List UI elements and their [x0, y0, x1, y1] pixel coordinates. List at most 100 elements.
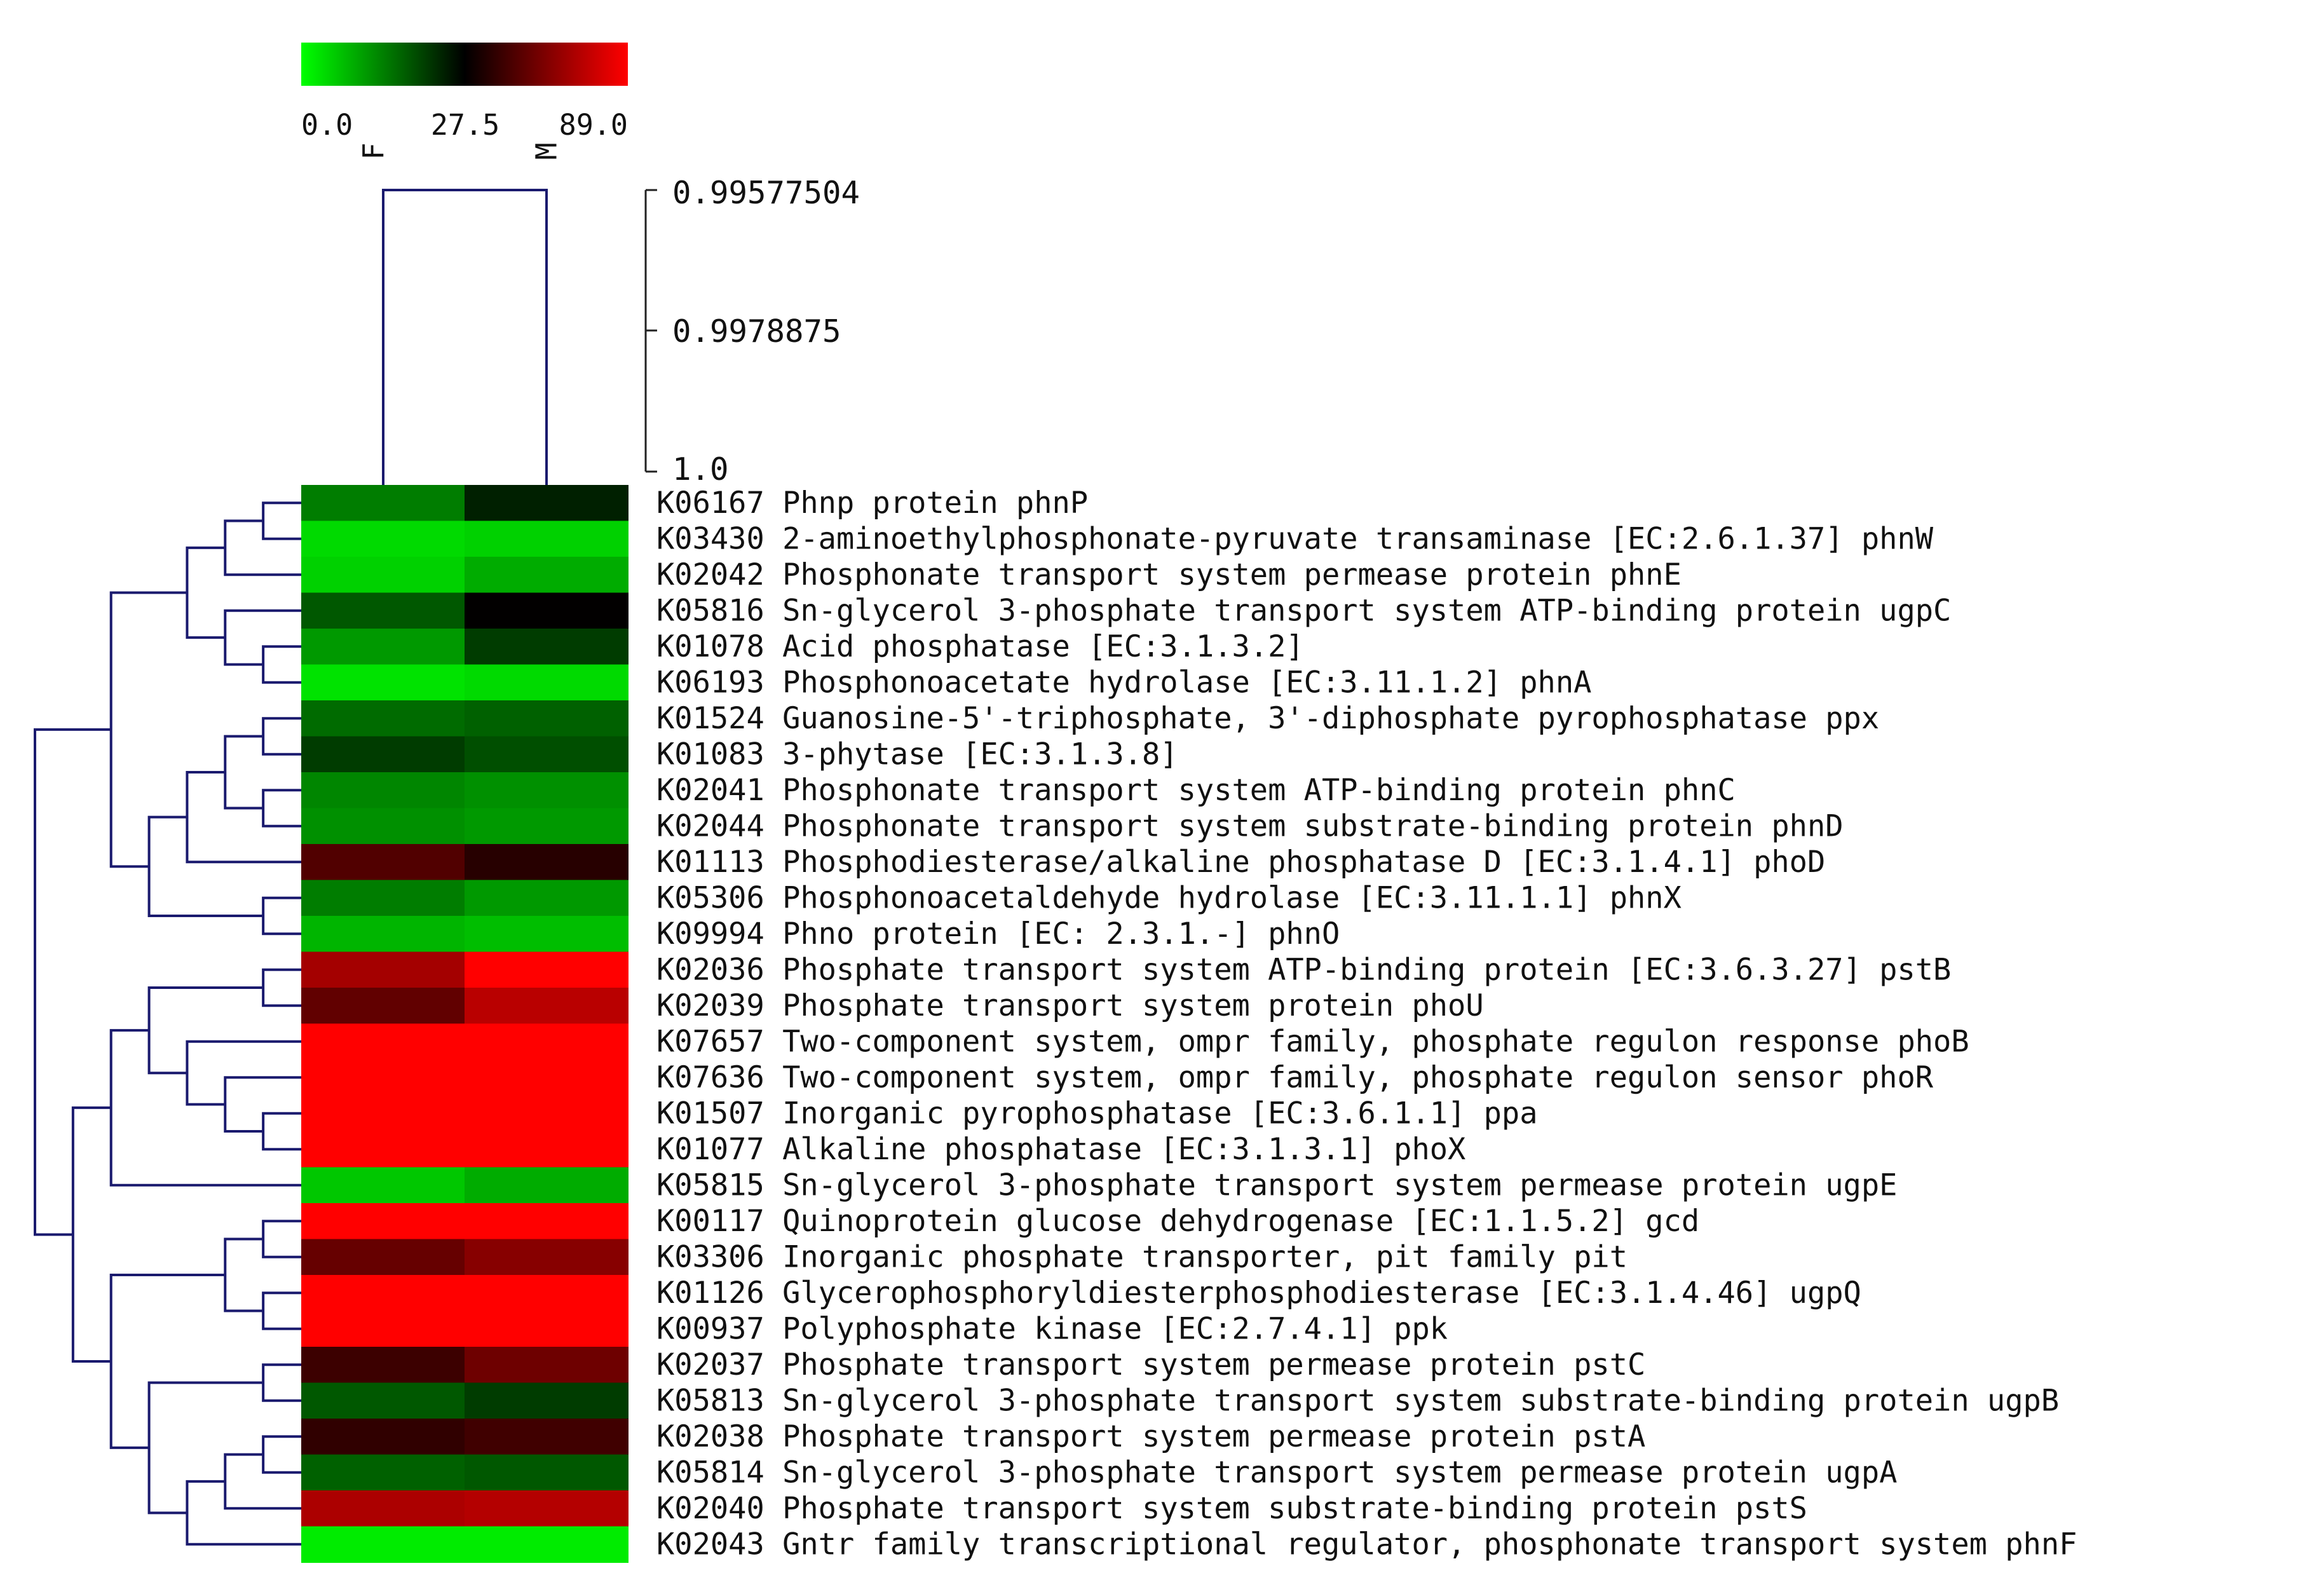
row-label-k01083: K01083 3-phytase [EC:3.1.3.8]	[656, 737, 1178, 772]
heatmap-cell-k05306-f	[301, 880, 465, 916]
row-label-k09994: K09994 Phno protein [EC: 2.3.1.-] phnO	[656, 916, 1340, 951]
heatmap-cell-k06167-m	[465, 485, 629, 522]
heatmap-cell-k00117-m	[465, 1203, 629, 1240]
heatmap-cell-k01524-m	[465, 700, 629, 737]
heatmap-cell-k00937-m	[465, 1311, 629, 1347]
heatmap-cell-k02041-f	[301, 772, 465, 809]
row-label-k02038: K02038 Phosphate transport system permea…	[656, 1419, 1645, 1454]
row-label-k02039: K02039 Phosphate transport system protei…	[656, 988, 1484, 1023]
row-label-k01078: K01078 Acid phosphatase [EC:3.1.3.2]	[656, 629, 1304, 664]
row-dendrogram-branch	[262, 968, 301, 1007]
height-scale-label-top: 0.99577504	[672, 175, 860, 211]
heatmap-cell-k02040-f	[301, 1490, 465, 1527]
heatmap-cell-k06193-m	[465, 664, 629, 701]
heatmap-cell-k02039-f	[301, 988, 465, 1025]
legend-color-bar	[301, 43, 628, 86]
row-dendrogram-branch	[186, 1480, 301, 1546]
heatmap-cell-k01078-f	[301, 629, 465, 665]
column-dendrogram	[382, 189, 548, 485]
row-dendrogram-branch	[224, 609, 301, 666]
heatmap-cell-k01113-m	[465, 844, 629, 881]
row-label-k03430: K03430 2-aminoethylphosphonate-pyruvate …	[656, 521, 1934, 556]
heatmap-cell-k07636-f	[301, 1059, 465, 1096]
row-dendrogram-branch	[109, 1029, 301, 1187]
row-dendrogram-branch	[262, 1220, 301, 1258]
heatmap-cell-k01524-f	[301, 700, 465, 737]
row-label-k01524: K01524 Guanosine-5'-triphosphate, 3'-dip…	[656, 701, 1879, 736]
heatmap-cell-k02042-f	[301, 557, 465, 594]
heatmap-cell-k09994-m	[465, 916, 629, 953]
heatmap-cell-k05816-f	[301, 592, 465, 629]
heatmap-cell-k02042-m	[465, 557, 629, 594]
heatmap-cell-k03430-m	[465, 521, 629, 557]
heatmap-cell-k00117-f	[301, 1203, 465, 1240]
heatmap-cell-k01083-f	[301, 736, 465, 773]
heatmap-cell-k06193-f	[301, 664, 465, 701]
row-dendrogram-branch	[34, 728, 111, 1236]
heatmap-cell-k01077-f	[301, 1131, 465, 1168]
heatmap-cell-k02036-m	[465, 951, 629, 988]
heatmap-cell-k05306-m	[465, 880, 629, 916]
row-dendrogram-branch	[224, 735, 264, 810]
row-label-k01507: K01507 Inorganic pyrophosphatase [EC:3.6…	[656, 1096, 1538, 1131]
heatmap-cell-k02038-m	[465, 1419, 629, 1455]
row-label-k07657: K07657 Two-component system, ompr family…	[656, 1024, 1969, 1059]
heatmap-cell-k05814-f	[301, 1454, 465, 1491]
row-label-k02037: K02037 Phosphate transport system permea…	[656, 1347, 1645, 1382]
row-dendrogram-branch	[262, 1363, 301, 1402]
row-label-k07636: K07636 Two-component system, ompr family…	[656, 1060, 1934, 1095]
legend-tick-max: 89.0	[559, 108, 628, 142]
heatmap-cell-k01113-f	[301, 844, 465, 881]
color-legend: 0.0 27.5 89.0	[301, 43, 628, 142]
heatmap-cell-k01077-m	[465, 1131, 629, 1168]
row-dendrogram-branch	[262, 1435, 301, 1474]
heatmap-cell-k09994-f	[301, 916, 465, 953]
row-dendrogram-branch	[262, 896, 301, 936]
row-label-k02043: K02043 Gntr family transcriptional regul…	[656, 1527, 2077, 1562]
row-label-k01113: K01113 Phosphodiesterase/alkaline phosph…	[656, 845, 1825, 880]
heatmap-cell-k01126-f	[301, 1275, 465, 1312]
heatmap-cell-k00937-f	[301, 1311, 465, 1347]
row-label-k06193: K06193 Phosphonoacetate hydrolase [EC:3.…	[656, 665, 1591, 700]
heatmap-cell-k01083-m	[465, 736, 629, 773]
height-scale-label-bottom: 1.0	[672, 451, 729, 487]
row-label-k00117: K00117 Quinoprotein glucose dehydrogenas…	[656, 1204, 1699, 1239]
heatmap-cell-k01507-m	[465, 1095, 629, 1132]
heatmap-cell-k02036-f	[301, 951, 465, 988]
heatmap-cell-k01078-m	[465, 629, 629, 665]
heatmap-cell-k02037-f	[301, 1347, 465, 1384]
row-label-k03306: K03306 Inorganic phosphate transporter, …	[656, 1239, 1627, 1274]
column-label-m: M	[530, 142, 564, 160]
row-dendrogram-branch	[147, 1381, 264, 1515]
heatmap-cell-k01126-m	[465, 1275, 629, 1312]
heatmap-cell-k02044-f	[301, 808, 465, 845]
row-dendrogram-branch	[186, 771, 301, 864]
row-dendrogram-branch	[186, 546, 226, 639]
heatmap-cell-k02044-m	[465, 808, 629, 845]
row-dendrogram-branch	[147, 986, 264, 1075]
row-dendrogram-branch	[224, 1237, 264, 1312]
heatmap-cell-k06167-f	[301, 485, 465, 522]
row-dendrogram-branch	[224, 519, 301, 576]
heatmap-cell-k02043-m	[465, 1526, 629, 1563]
row-dendrogram-branch	[262, 717, 301, 756]
row-label-k05813: K05813 Sn-glycerol 3-phosphate transport…	[656, 1383, 2059, 1418]
heatmap-cell-k02039-m	[465, 988, 629, 1025]
heatmap-cell-k05814-m	[465, 1454, 629, 1491]
row-label-k02044: K02044 Phosphonate transport system subs…	[656, 808, 1844, 843]
row-label-k01126: K01126 Glycerophosphoryldiesterphosphodi…	[656, 1276, 1861, 1311]
heatmap-cell-k02041-m	[465, 772, 629, 809]
heatmap-cell-k05815-f	[301, 1167, 465, 1204]
row-dendrogram-branch	[262, 789, 301, 828]
row-label-k02041: K02041 Phosphonate transport system ATP-…	[656, 773, 1736, 808]
row-dendrogram	[34, 501, 301, 1546]
heatmap-cell-k03430-f	[301, 521, 465, 557]
row-dendrogram-branch	[262, 1112, 301, 1151]
heatmap-cell-k05813-m	[465, 1382, 629, 1419]
row-label-k02042: K02042 Phosphonate transport system perm…	[656, 557, 1682, 592]
row-dendrogram-branch	[262, 501, 301, 540]
row-label-k05816: K05816 Sn-glycerol 3-phosphate transport…	[656, 593, 1951, 628]
heatmap-cell-k05816-m	[465, 592, 629, 629]
